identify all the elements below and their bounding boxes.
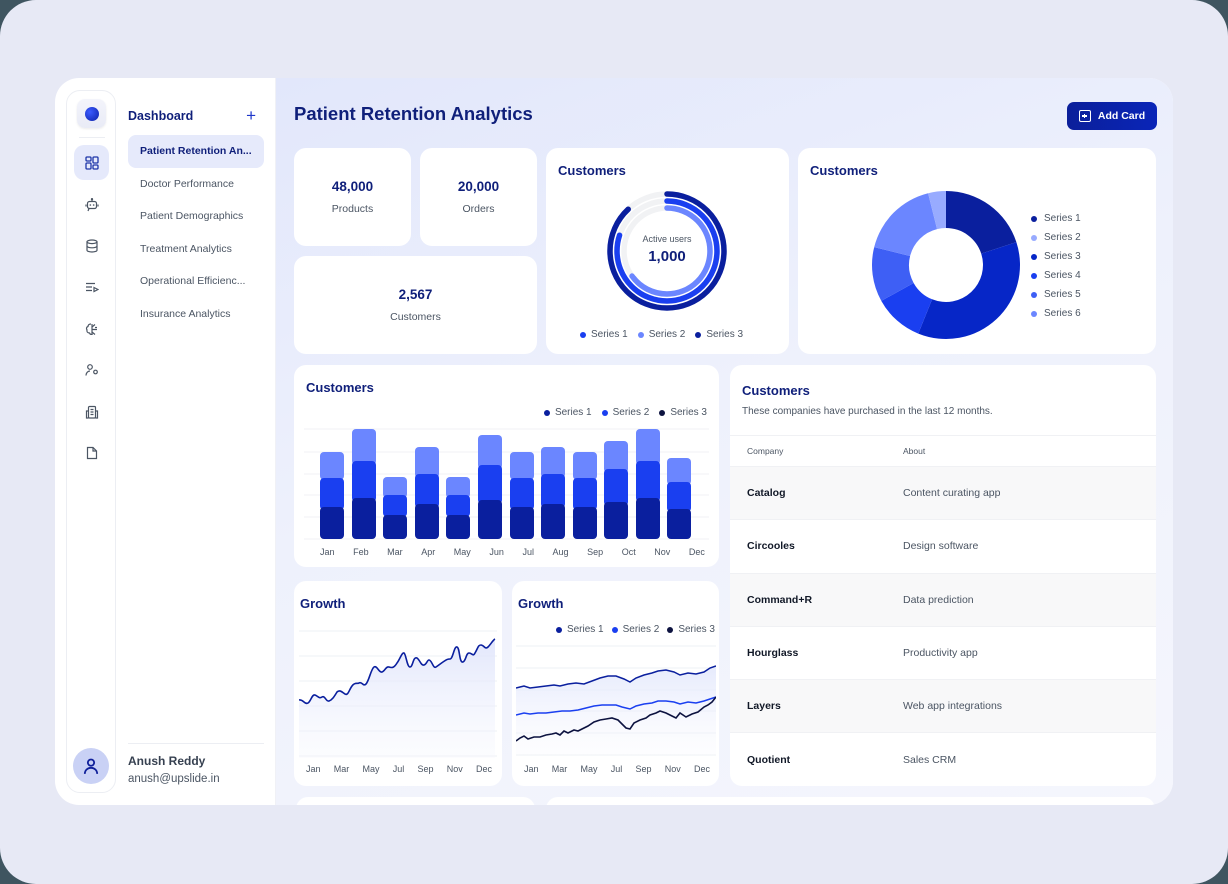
card-title: Customers: [306, 380, 374, 395]
legend-item[interactable]: Series 6: [1031, 307, 1081, 320]
legend-item[interactable]: Series 2: [637, 329, 685, 340]
bot-icon[interactable]: [74, 187, 109, 222]
database-icon[interactable]: [74, 228, 109, 263]
stat-card-orders: 20,000 Orders: [420, 148, 537, 246]
plus-square-icon: [1078, 110, 1091, 122]
donut-chart-card: Customers Series 1 Series 2 Series 3 Ser…: [798, 148, 1156, 354]
legend-item[interactable]: Series 4: [1031, 269, 1081, 282]
stat-label: Orders: [462, 203, 495, 215]
legend-item[interactable]: Series 2: [1031, 231, 1081, 244]
brain-icon[interactable]: [74, 311, 109, 346]
radial-chart-card: Customers Active users 1,000 Series 1: [546, 148, 789, 354]
customers-table: Company About Catalog Content curating ap…: [730, 435, 1156, 786]
legend-item[interactable]: Series 2: [611, 624, 659, 635]
table-subtitle: These companies have purchased in the la…: [742, 406, 993, 417]
nav-panel: Dashboard + Patient Retention An... Doct…: [116, 78, 276, 805]
column-header-company[interactable]: Company: [747, 446, 784, 456]
growth-1-x-axis: Jan Mar May Jul Sep Nov Dec: [306, 764, 492, 774]
stat-card-products: 48,000 Products: [294, 148, 411, 246]
table-row[interactable]: Layers Web app integrations: [730, 680, 1156, 734]
card-title: Growth: [518, 596, 564, 611]
nav-list: Patient Retention An... Doctor Performan…: [128, 135, 264, 330]
nav-item-treatment-analytics[interactable]: Treatment Analytics: [140, 242, 232, 255]
legend-item[interactable]: Series 5: [1031, 288, 1081, 301]
growth-chart-card-1: Growth Jan Mar Ma: [294, 581, 502, 786]
legend-item[interactable]: Series 3: [695, 329, 743, 340]
icon-rail: [66, 90, 116, 793]
radial-center-label: Active users: [642, 234, 692, 244]
card-title: Customers: [742, 383, 810, 398]
nav-section-title: Dashboard: [128, 108, 194, 123]
stacked-bar-chart: [304, 428, 709, 540]
document-icon[interactable]: [74, 435, 109, 470]
radial-legend: Series 1 Series 2 Series 3: [580, 329, 743, 340]
nav-item-patient-retention[interactable]: Patient Retention An...: [128, 135, 264, 168]
bar-x-axis: Jan Feb Mar Apr May Jun Jul Aug Sep Oct Nov Dec: [320, 547, 705, 557]
table-row[interactable]: Hourglass Productivity app: [730, 627, 1156, 681]
legend-item[interactable]: Series 2: [601, 407, 649, 418]
customers-table-card: Customers These companies have purchased…: [730, 365, 1156, 786]
stat-label: Products: [331, 203, 374, 215]
stat-value: 2,567: [398, 287, 433, 302]
growth-area-chart: [299, 630, 497, 758]
legend-item[interactable]: Series 1: [543, 407, 592, 418]
growth-chart-card-2: Growth Series 1 Series 2 Series 3: [512, 581, 719, 786]
dashboard-grid-icon[interactable]: [74, 145, 109, 180]
user-name: Anush Reddy: [128, 754, 206, 768]
growth-line-chart: [516, 645, 716, 756]
bar-chart-card: Customers Series 1 Series 2 Series 3: [294, 365, 719, 567]
card-title: Customers: [810, 163, 878, 178]
user-email: anush@upslide.in: [128, 773, 220, 785]
user-profile[interactable]: Anush Reddy anush@upslide.in: [128, 743, 264, 785]
donut-legend: Series 1 Series 2 Series 3 Series 4 Seri…: [1031, 212, 1081, 320]
legend-item[interactable]: Series 3: [659, 407, 707, 418]
table-row[interactable]: Quotient Sales CRM: [747, 754, 957, 767]
page-title: Patient Retention Analytics: [294, 103, 533, 124]
user-settings-icon[interactable]: [74, 352, 109, 387]
table-row[interactable]: Catalog Content curating app: [730, 467, 1156, 521]
nav-item-operational-efficiency[interactable]: Operational Efficienc...: [140, 275, 246, 288]
partial-card-right: [546, 797, 1155, 805]
radial-bar-chart: [607, 191, 727, 311]
add-card-button[interactable]: Add Card: [1067, 102, 1157, 130]
stat-label: Customers: [390, 311, 441, 323]
legend-item[interactable]: Series 1: [555, 624, 604, 635]
add-card-label: Add Card: [1097, 110, 1146, 122]
user-icon: [83, 758, 99, 774]
legend-item[interactable]: Series 3: [1031, 250, 1081, 263]
table-row[interactable]: Circooles Design software: [730, 520, 1156, 574]
nav-item-patient-demographics[interactable]: Patient Demographics: [140, 210, 244, 223]
building-icon[interactable]: [74, 394, 109, 429]
avatar[interactable]: [73, 748, 109, 784]
card-title: Customers: [558, 163, 626, 178]
growth-2-x-axis: Jan Mar May Jul Sep Nov Dec: [524, 764, 710, 774]
logo-icon[interactable]: [77, 99, 106, 128]
partial-card-left: [296, 797, 535, 805]
app-window: Dashboard + Patient Retention An... Doct…: [55, 78, 1173, 805]
stat-value: 48,000: [331, 179, 374, 194]
nav-header: Dashboard +: [128, 107, 256, 124]
main-content: Patient Retention Analytics Add Card 48,…: [276, 78, 1173, 805]
plus-icon[interactable]: +: [246, 106, 256, 125]
card-title: Growth: [300, 596, 346, 611]
legend-item[interactable]: Series 1: [580, 329, 628, 340]
bar-legend: Series 1 Series 2 Series 3: [543, 407, 707, 418]
playlist-icon[interactable]: [74, 269, 109, 304]
table-header: Company About: [730, 435, 1156, 467]
table-row[interactable]: Command+R Data prediction: [730, 573, 1156, 627]
column-header-about[interactable]: About: [903, 446, 926, 456]
rail-divider: [79, 137, 105, 138]
donut-chart: [872, 191, 1021, 339]
nav-item-insurance-analytics[interactable]: Insurance Analytics: [140, 307, 231, 320]
stat-value: 20,000: [457, 179, 500, 194]
growth-2-legend: Series 1 Series 2 Series 3: [555, 624, 715, 635]
legend-item[interactable]: Series 1: [1031, 212, 1081, 225]
nav-item-doctor-performance[interactable]: Doctor Performance: [140, 177, 234, 190]
legend-item[interactable]: Series 3: [667, 624, 715, 635]
radial-center-value: 1,000: [648, 248, 686, 265]
stat-card-customers: 2,567 Customers: [294, 256, 537, 354]
